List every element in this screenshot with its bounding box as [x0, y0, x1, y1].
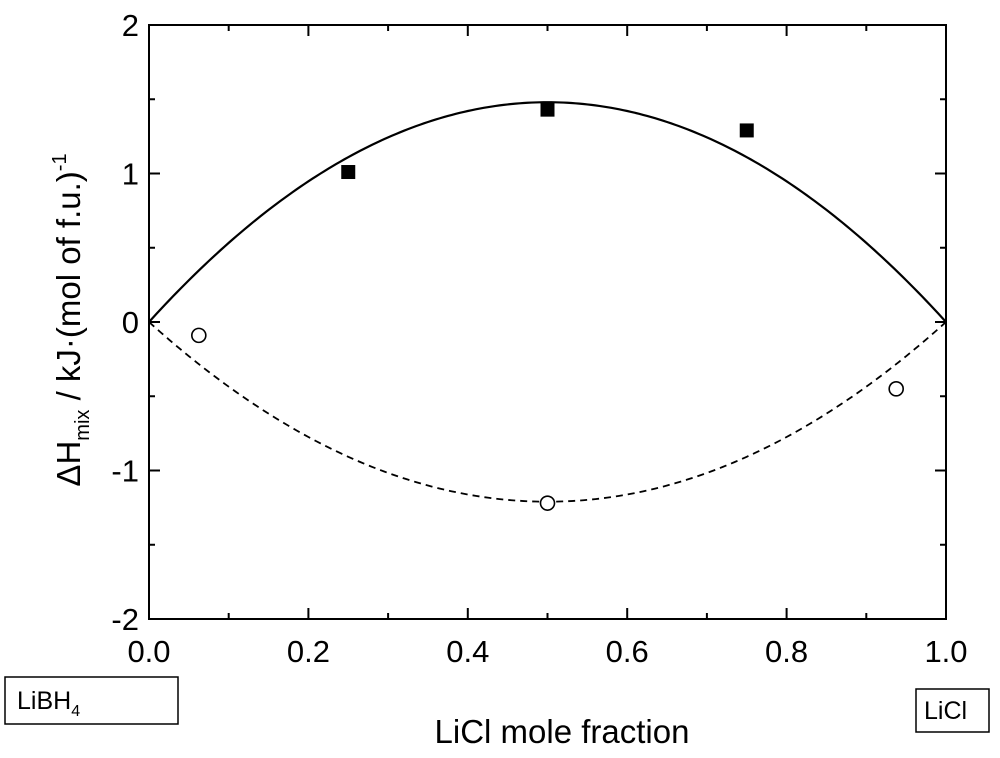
x-tick-label: 0.8 — [765, 634, 808, 669]
right-end-label-box — [915, 688, 990, 733]
axis-tick-labels: 0.0 0.2 0.4 0.6 0.8 1.0 2 1 0 -1 -2 — [111, 8, 967, 669]
left-end-label-box — [4, 676, 179, 725]
x-tick-label: 0.0 — [127, 634, 170, 669]
filled-square-point — [739, 123, 754, 138]
fit-curve-solid — [148, 101, 947, 323]
data-markers — [191, 102, 904, 511]
left-end-label: LiBH4 — [4, 676, 179, 725]
fit-curves — [148, 101, 947, 503]
x-axis-title: LiCl mole fraction — [435, 713, 690, 750]
y-axis-title-superscript: -1 — [49, 153, 71, 171]
left-end-label-subscript: 4 — [71, 703, 80, 720]
open-circle-point — [191, 327, 207, 344]
open-circle-point — [539, 495, 556, 511]
y-tick-label: -2 — [111, 602, 139, 637]
left-end-label-text: LiBH4 — [17, 687, 80, 720]
fit-curve-dashed — [148, 321, 947, 503]
y-axis-title-subscript: mix — [72, 410, 94, 441]
left-end-label-main: LiBH — [17, 687, 71, 715]
y-tick-label: 1 — [122, 157, 139, 192]
x-tick-label: 0.4 — [446, 634, 489, 669]
right-end-label: LiCl — [915, 688, 990, 733]
filled-square-point — [341, 165, 356, 180]
x-tick-label: 1.0 — [924, 634, 967, 669]
axis-ticks — [148, 24, 947, 620]
y-axis-title-prefix: ΔH — [50, 441, 87, 487]
x-tick-label: 0.6 — [606, 634, 649, 669]
open-circle-point — [888, 381, 904, 397]
y-tick-label: -1 — [111, 454, 139, 489]
y-tick-label: 2 — [122, 8, 139, 43]
y-axis-title: ΔHmix / kJ·(mol of f.u.)-1 — [49, 153, 94, 486]
filled-square-point — [540, 102, 555, 117]
y-axis-title-suffix: / kJ·(mol of f.u.) — [50, 171, 87, 409]
right-end-label-text: LiCl — [924, 697, 967, 725]
x-tick-label: 0.2 — [287, 634, 330, 669]
y-tick-label: 0 — [122, 305, 139, 340]
